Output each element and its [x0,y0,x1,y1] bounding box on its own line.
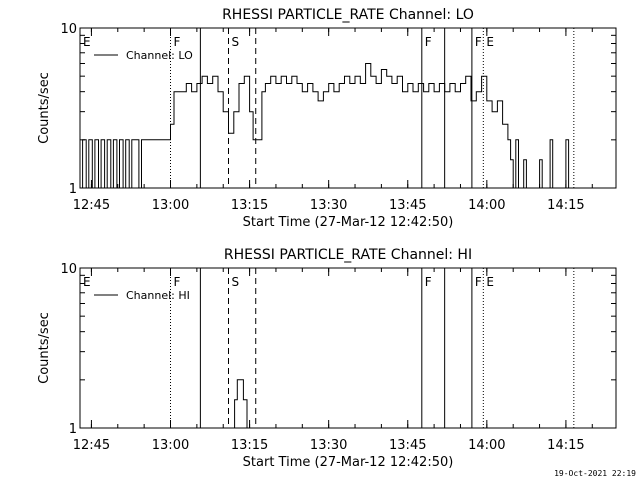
event-marker-label: E [83,275,91,289]
y-axis-label: Counts/sec [37,312,52,384]
x-tick-label: 13:30 [310,198,347,213]
y-tick-label: 10 [60,262,77,277]
y-tick-label: 1 [69,182,77,197]
event-marker-label: E [486,35,494,49]
event-marker-label: F [174,35,181,49]
series-line-hi [232,379,248,429]
event-marker-label: F [425,275,432,289]
event-marker-label: E [83,35,91,49]
x-tick-label: 13:00 [152,198,189,213]
chart-panel-hi: RHESSI PARTICLE_RATE Channel: HI Start Ti… [37,247,617,470]
footer-timestamp: 19-Oct-2021 22:19 [554,469,636,478]
event-marker-label: F [475,35,482,49]
series-line-lo [80,63,570,189]
x-tick-label: 13:15 [231,198,268,213]
y-tick-label: 10 [60,22,77,37]
x-tick-label: 14:00 [468,198,505,213]
x-axis-label: Start Time (27-Mar-12 12:42:50) [243,215,454,230]
event-marker-label: F [425,35,432,49]
x-tick-label: 13:15 [231,438,268,453]
event-marker-label: E [486,275,494,289]
chart-panel-lo: RHESSI PARTICLE_RATE Channel: LO Start Ti… [37,7,617,230]
x-tick-label: 12:45 [73,198,110,213]
x-tick-label: 13:00 [152,438,189,453]
event-marker-label: S [231,35,239,49]
event-marker-label: S [231,275,239,289]
x-tick-label: 13:45 [389,198,426,213]
y-axis-label: Counts/sec [37,72,52,144]
x-tick-label: 13:45 [389,438,426,453]
x-tick-label: 14:15 [547,438,584,453]
legend-label: Channel: LO [126,49,193,62]
chart-title: RHESSI PARTICLE_RATE Channel: LO [222,7,474,23]
x-tick-label: 12:45 [73,438,110,453]
x-axis-label: Start Time (27-Mar-12 12:42:50) [243,455,454,470]
y-tick-label: 1 [69,422,77,437]
chart-title: RHESSI PARTICLE_RATE Channel: HI [224,247,472,263]
x-tick-label: 13:30 [310,438,347,453]
x-tick-label: 14:00 [468,438,505,453]
x-tick-label: 14:15 [547,198,584,213]
event-marker-label: F [475,275,482,289]
event-marker-label: F [174,275,181,289]
legend-label: Channel: HI [126,289,190,302]
